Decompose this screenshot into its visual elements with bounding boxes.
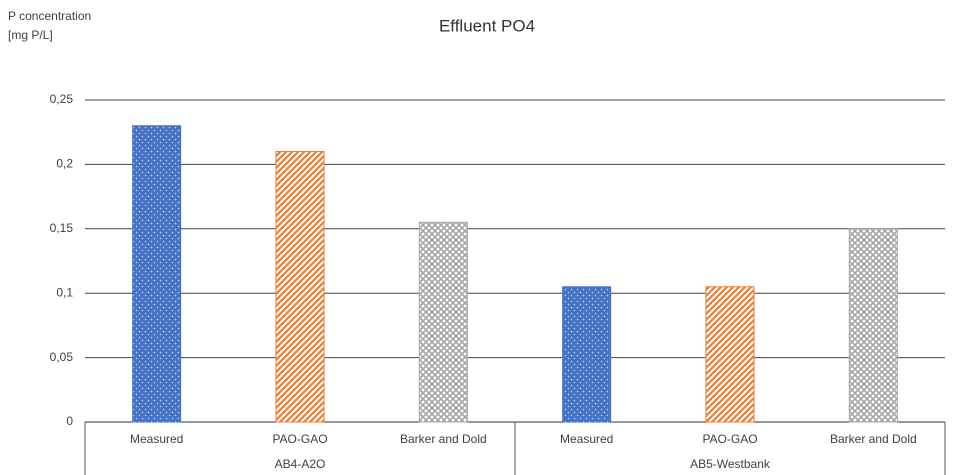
y-tick-label: 0,15 (50, 221, 74, 235)
x-tick-label: PAO-GAO (272, 432, 327, 446)
x-tick-label: Barker and Dold (400, 432, 487, 446)
y-tick-label: 0 (66, 414, 73, 428)
bar (275, 151, 325, 423)
group-label: AB5-Westbank (690, 457, 771, 471)
bar (562, 286, 612, 423)
x-tick-label: PAO-GAO (702, 432, 757, 446)
bar (132, 125, 182, 423)
y-tick-label: 0,05 (50, 350, 74, 364)
y-axis-label: P concentration (8, 9, 91, 23)
x-tick-label: Measured (130, 432, 183, 446)
bar (705, 286, 755, 423)
bar (418, 221, 468, 423)
x-tick-label: Barker and Dold (830, 432, 917, 446)
chart-title: Effluent PO4 (439, 16, 535, 35)
y-tick-label: 0,1 (56, 285, 73, 299)
y-axis-label: [mg P/L] (8, 28, 53, 42)
bar (848, 228, 898, 423)
group-label: AB4-A2O (275, 457, 326, 471)
x-tick-label: Measured (560, 432, 613, 446)
y-tick-label: 0,25 (50, 92, 74, 106)
y-tick-label: 0,2 (56, 157, 73, 171)
